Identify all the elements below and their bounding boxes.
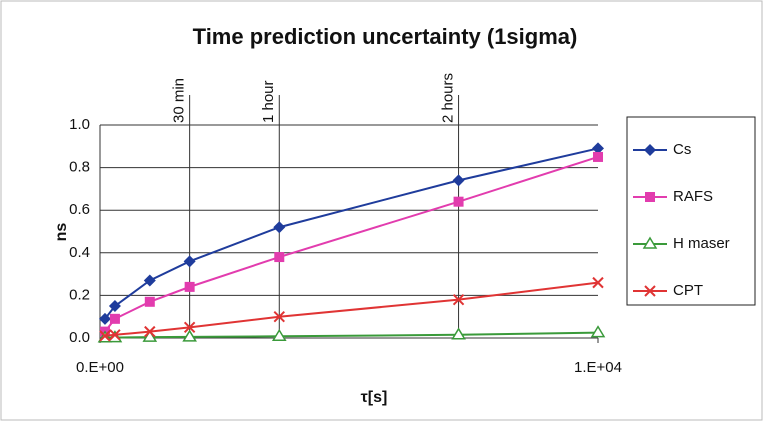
marker bbox=[98, 312, 111, 325]
y-tick-label: 0.0 bbox=[69, 329, 90, 346]
marker bbox=[273, 221, 286, 234]
legend-label: H maser bbox=[673, 235, 730, 252]
y-tick-label: 1.0 bbox=[69, 116, 90, 133]
x-tick-label: 1.E+04 bbox=[574, 359, 622, 376]
marker bbox=[109, 313, 120, 324]
marker bbox=[142, 329, 158, 342]
marker bbox=[274, 252, 285, 263]
x-tick-label: 0.E+00 bbox=[76, 359, 124, 376]
annotation-label: 2 hours bbox=[440, 73, 457, 123]
marker bbox=[182, 329, 197, 342]
legend-label: RAFS bbox=[673, 188, 713, 205]
marker bbox=[451, 327, 466, 340]
annotation-label: 1 hour bbox=[260, 80, 277, 123]
marker bbox=[108, 300, 121, 313]
marker bbox=[183, 255, 196, 268]
marker bbox=[592, 142, 604, 155]
legend-label: Cs bbox=[673, 141, 691, 158]
annotation-label: 30 min bbox=[171, 78, 188, 123]
marker bbox=[592, 276, 604, 289]
marker bbox=[109, 329, 121, 341]
marker bbox=[273, 310, 285, 323]
y-axis-label: ns bbox=[53, 223, 70, 242]
marker bbox=[143, 274, 156, 287]
marker bbox=[593, 151, 603, 162]
marker bbox=[144, 325, 156, 338]
marker bbox=[645, 192, 655, 202]
x-axis-label: τ[s] bbox=[361, 389, 388, 406]
y-tick-label: 0.6 bbox=[69, 201, 90, 218]
marker bbox=[271, 328, 287, 342]
legend-label: CPT bbox=[673, 282, 703, 299]
marker bbox=[642, 236, 658, 249]
marker bbox=[590, 325, 606, 338]
marker bbox=[99, 330, 111, 342]
chart-title: Time prediction uncertainty (1sigma) bbox=[193, 24, 578, 49]
y-tick-label: 0.8 bbox=[69, 159, 90, 176]
marker bbox=[184, 281, 195, 292]
y-tick-label: 0.2 bbox=[69, 286, 90, 303]
marker bbox=[452, 174, 465, 187]
marker bbox=[144, 296, 155, 307]
marker bbox=[644, 285, 656, 297]
marker bbox=[453, 196, 464, 207]
y-tick-label: 0.4 bbox=[69, 244, 90, 261]
marker bbox=[183, 321, 196, 334]
marker bbox=[644, 144, 656, 156]
marker bbox=[452, 293, 465, 306]
